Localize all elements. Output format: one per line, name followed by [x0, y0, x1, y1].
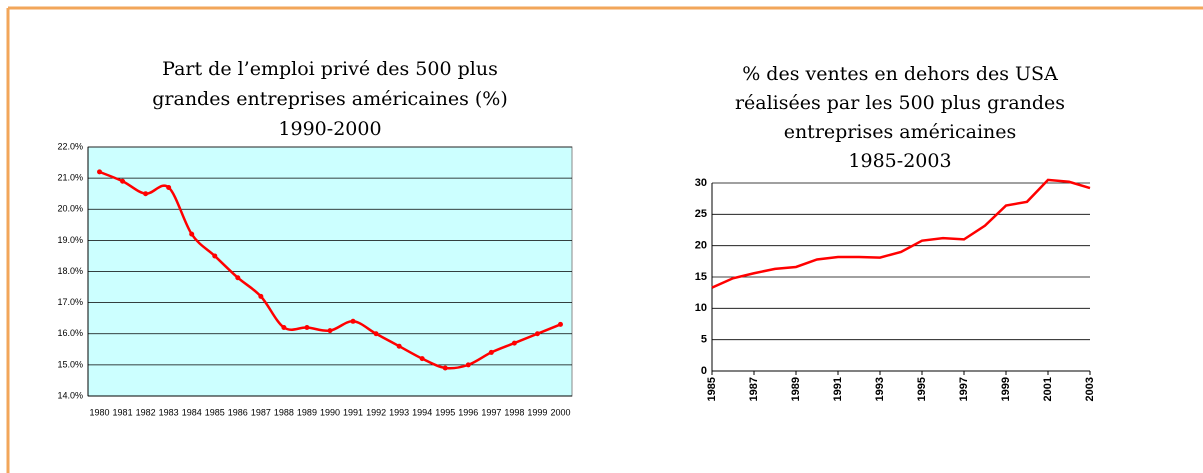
x-tick-label: 1997: [958, 377, 970, 401]
y-tick-label: 15: [695, 271, 707, 283]
x-tick-label: 1991: [832, 377, 844, 401]
x-tick-label: 1994: [412, 407, 432, 417]
data-point: [442, 365, 448, 371]
y-tick-label: 22.0%: [57, 141, 83, 151]
y-tick-label: 14.0%: [57, 390, 83, 400]
chart-title: % des ventes en dehors des USA: [742, 63, 1058, 85]
chart-title: 1985-2003: [848, 150, 951, 172]
x-tick-label: 1995: [916, 377, 928, 401]
x-tick-label: 1993: [874, 377, 886, 401]
y-tick-label: 16.0%: [57, 328, 83, 338]
data-line: [711, 178, 1091, 289]
x-tick-label: 2000: [550, 407, 570, 417]
x-tick-label: 1987: [251, 407, 271, 417]
chart-title: grandes entreprises américaines (%): [152, 88, 508, 110]
data-point: [120, 178, 126, 184]
data-point: [373, 331, 379, 337]
y-tick-label: 15.0%: [57, 359, 83, 369]
x-tick-label: 1990: [320, 407, 340, 417]
x-tick-label: 1999: [1000, 377, 1012, 401]
data-point: [97, 169, 103, 175]
data-point: [511, 340, 517, 346]
data-point: [166, 184, 172, 190]
x-tick-label: 2003: [1084, 377, 1096, 401]
x-tick-label: 1984: [182, 407, 202, 417]
chart-title: entreprises américaines: [784, 121, 1017, 143]
data-point: [419, 356, 425, 362]
data-point: [557, 321, 563, 327]
x-tick-label: 1989: [297, 407, 317, 417]
x-tick-label: 1998: [504, 407, 524, 417]
y-tick-label: 25: [695, 208, 707, 220]
x-tick-label: 1997: [481, 407, 501, 417]
y-tick-label: 21.0%: [57, 173, 83, 183]
chart-title: 1990-2000: [278, 118, 381, 140]
x-tick-label: 1999: [527, 407, 547, 417]
y-tick-label: 20.0%: [57, 204, 83, 214]
data-point: [534, 331, 540, 337]
chart-title: réalisées par les 500 plus grandes: [735, 92, 1065, 114]
x-tick-label: 1989: [790, 377, 802, 401]
data-point: [212, 253, 218, 259]
data-point: [465, 362, 471, 368]
y-tick-label: 5: [701, 334, 707, 346]
x-tick-label: 1988: [274, 407, 294, 417]
data-point: [488, 349, 494, 355]
data-point: [235, 275, 241, 281]
y-tick-label: 0: [701, 365, 707, 377]
data-point: [143, 191, 149, 197]
data-point: [281, 325, 287, 331]
y-tick-label: 19.0%: [57, 235, 83, 245]
x-tick-label: 1992: [366, 407, 386, 417]
x-tick-label: 1993: [389, 407, 409, 417]
data-point: [258, 293, 264, 299]
x-tick-label: 1980: [90, 407, 110, 417]
x-tick-label: 1987: [748, 377, 760, 401]
chart-title: Part de l’emploi privé des 500 plus: [162, 58, 498, 80]
x-tick-label: 1985: [205, 407, 225, 417]
y-tick-label: 30: [695, 177, 707, 189]
data-point: [304, 325, 310, 331]
data-point: [350, 318, 356, 324]
x-tick-label: 1981: [113, 407, 133, 417]
data-point: [396, 343, 402, 349]
x-tick-label: 1986: [228, 407, 248, 417]
x-tick-label: 1996: [458, 407, 478, 417]
y-tick-label: 17.0%: [57, 297, 83, 307]
y-tick-label: 10: [695, 302, 707, 314]
data-point: [189, 231, 195, 237]
x-tick-label: 1991: [343, 407, 363, 417]
x-tick-label: 1983: [159, 407, 179, 417]
data-point: [327, 328, 333, 334]
x-tick-label: 2001: [1042, 377, 1054, 401]
y-tick-label: 20: [695, 240, 707, 252]
y-tick-label: 18.0%: [57, 266, 83, 276]
x-tick-label: 1982: [136, 407, 156, 417]
x-tick-label: 1995: [435, 407, 455, 417]
x-tick-label: 1985: [706, 377, 718, 401]
